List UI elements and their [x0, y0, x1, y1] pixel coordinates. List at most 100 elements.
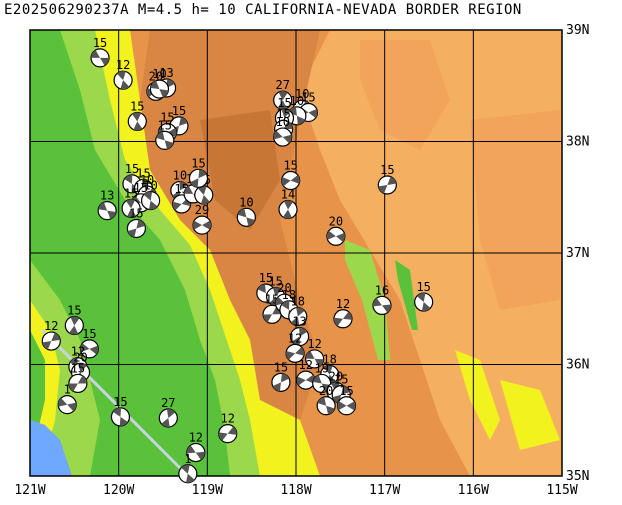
compressional-quadrant: [291, 327, 308, 346]
event-marker[interactable]: 20: [316, 384, 336, 416]
event-marker[interactable]: 10: [236, 195, 256, 227]
compressional-quadrant: [58, 398, 77, 412]
compressional-quadrant: [286, 346, 305, 360]
event-marker[interactable]: 15: [414, 280, 434, 312]
depth-label: 15: [130, 99, 144, 113]
depth-label: 1: [184, 452, 191, 466]
compressional-quadrant: [143, 191, 158, 210]
depth-label: 15: [301, 91, 315, 105]
event-marker[interactable]: 12: [305, 337, 325, 369]
compressional-quadrant: [373, 298, 392, 313]
event-marker[interactable]: 12: [333, 297, 353, 329]
compressional-quadrant: [416, 293, 431, 312]
compressional-quadrant: [288, 106, 306, 125]
depth-label: 27: [275, 78, 289, 92]
depth-label: 15: [93, 36, 107, 50]
event-marker[interactable]: 15: [79, 327, 100, 359]
event-marker[interactable]: 15: [155, 118, 175, 150]
compressional-quadrant: [378, 176, 397, 194]
event-marker[interactable]: 10: [149, 67, 170, 99]
event-marker[interactable]: 14: [278, 188, 298, 220]
depth-label: 15: [67, 303, 81, 317]
depth-label: 13: [159, 66, 173, 80]
compressional-quadrant: [80, 343, 99, 355]
compressional-quadrant: [127, 219, 146, 238]
compressional-quadrant: [282, 200, 294, 219]
depth-label: 15: [160, 111, 174, 125]
event-marker[interactable]: 12: [285, 331, 305, 363]
event-marker[interactable]: 15: [377, 163, 397, 195]
latitude-label: 39N: [566, 23, 589, 38]
depth-label: 15: [283, 159, 297, 173]
depth-label: 15: [339, 384, 353, 398]
depth-label: 1: [64, 383, 71, 397]
event-marker[interactable]: 12: [186, 431, 206, 463]
event-marker[interactable]: 13: [97, 189, 117, 221]
event-marker[interactable]: 12: [218, 412, 238, 444]
event-marker[interactable]: 10: [140, 179, 161, 211]
longitude-label: 115W: [546, 483, 577, 498]
depth-label: 15: [416, 280, 430, 294]
event-marker[interactable]: 1: [57, 383, 77, 415]
depth-label: 19: [314, 361, 328, 375]
event-marker[interactable]: 10: [273, 115, 293, 147]
depth-label: 13: [100, 189, 114, 203]
compressional-quadrant: [332, 385, 350, 404]
compressional-quadrant: [112, 407, 128, 426]
longitude-label: 118W: [280, 483, 311, 498]
depth-label: 12: [299, 358, 313, 372]
event-marker[interactable]: 16: [372, 283, 392, 316]
depth-label: 15: [134, 181, 148, 195]
event-marker[interactable]: 1: [178, 452, 198, 484]
event-marker[interactable]: 27: [158, 396, 178, 428]
event-marker[interactable]: 15: [90, 36, 110, 68]
event-marker[interactable]: 15: [188, 156, 209, 188]
event-marker[interactable]: 18: [288, 295, 308, 327]
depth-label: 15: [124, 186, 138, 200]
compressional-quadrant: [116, 71, 130, 90]
event-marker[interactable]: 15: [64, 303, 84, 336]
event-marker[interactable]: 15: [121, 186, 141, 218]
longitude-label: 119W: [192, 483, 223, 498]
event-marker[interactable]: 12: [113, 58, 133, 90]
longitude-label: 117W: [369, 483, 400, 498]
depth-label: 15: [82, 327, 96, 341]
compressional-quadrant: [91, 50, 110, 66]
depth-label: 14: [281, 188, 295, 202]
compressional-quadrant: [186, 445, 205, 460]
depth-label: 15: [380, 163, 394, 177]
latitude-label: 36N: [566, 358, 589, 373]
compressional-quadrant: [281, 174, 300, 187]
depth-label: 20: [73, 350, 87, 364]
event-marker[interactable]: 15: [127, 99, 147, 132]
event-marker[interactable]: 15: [271, 360, 291, 392]
compressional-quadrant: [150, 80, 169, 98]
event-marker[interactable]: 15: [126, 206, 146, 239]
depth-label: 20: [277, 281, 291, 295]
event-marker[interactable]: 27: [273, 78, 293, 110]
event-marker[interactable]: 15: [68, 361, 88, 394]
event-marker[interactable]: 12: [296, 358, 316, 390]
depth-label: 15: [268, 274, 282, 288]
event-marker[interactable]: 29: [192, 203, 212, 235]
longitude-label: 120W: [103, 483, 134, 498]
compressional-quadrant: [312, 374, 331, 392]
depth-label: 15: [125, 162, 139, 176]
depth-label: 15: [259, 271, 273, 285]
depth-label: 15: [158, 118, 172, 132]
depth-label: 12: [71, 345, 85, 359]
event-marker[interactable]: 12: [41, 319, 61, 351]
event-marker[interactable]: 15: [110, 395, 131, 427]
event-marker[interactable]: 15: [336, 384, 357, 416]
depth-label: 10: [295, 87, 309, 101]
compressional-quadrant: [156, 131, 174, 150]
longitude-axis: 121W 120W 119W 118W 117W 116W 115W: [14, 483, 577, 498]
event-marker[interactable]: 15: [281, 159, 301, 191]
depth-label: 20: [329, 369, 343, 383]
depth-label: 10: [140, 173, 154, 187]
depth-label: 15: [277, 96, 291, 110]
event-marker[interactable]: 20: [326, 214, 346, 246]
compressional-quadrant: [161, 409, 176, 428]
compressional-quadrant: [272, 373, 290, 392]
